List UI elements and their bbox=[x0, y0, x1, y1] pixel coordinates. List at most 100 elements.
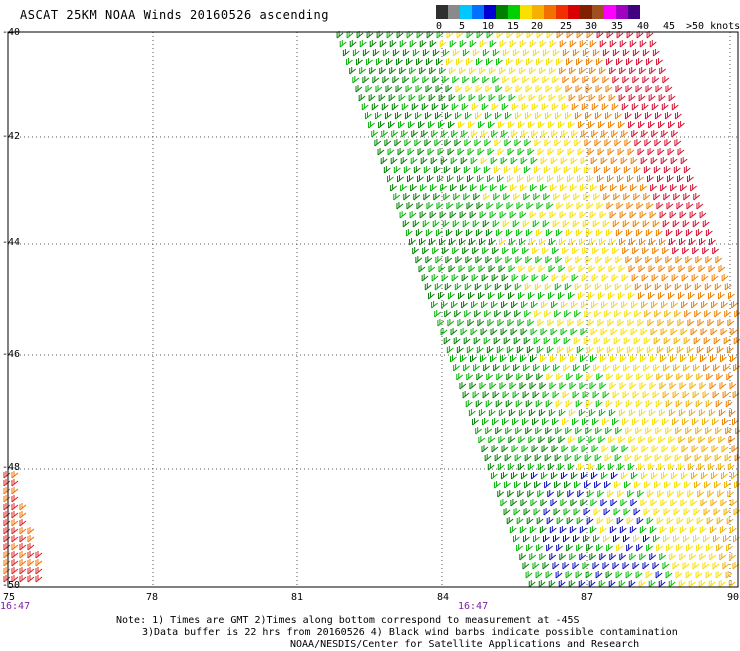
wind-barb bbox=[690, 355, 697, 363]
wind-barb bbox=[539, 526, 547, 534]
wind-barb bbox=[620, 472, 628, 480]
wind-barb bbox=[388, 121, 395, 129]
wind-barb bbox=[610, 328, 618, 336]
wind-barb bbox=[669, 211, 677, 219]
wind-barb bbox=[695, 256, 703, 264]
wind-barb bbox=[629, 40, 637, 48]
wind-barb bbox=[508, 121, 515, 129]
legend-label: 0 bbox=[436, 21, 443, 32]
wind-barb bbox=[595, 427, 603, 435]
wind-barb bbox=[713, 535, 720, 543]
wind-barb bbox=[525, 229, 533, 237]
wind-barb bbox=[657, 319, 665, 327]
wind-barb bbox=[19, 503, 27, 511]
legend-swatch bbox=[556, 5, 568, 19]
wind-barb bbox=[683, 535, 690, 543]
wind-barb bbox=[641, 103, 649, 111]
wind-barb bbox=[536, 346, 544, 354]
wind-barb bbox=[493, 337, 501, 345]
wind-barb bbox=[711, 301, 718, 309]
wind-barb bbox=[725, 400, 733, 408]
wind-barb bbox=[660, 499, 668, 507]
lon-label: 75 bbox=[3, 592, 16, 603]
wind-barb bbox=[631, 103, 639, 111]
wind-barb bbox=[647, 463, 655, 471]
wind-barb bbox=[349, 40, 357, 48]
wind-barb bbox=[723, 535, 730, 543]
legend-swatch bbox=[568, 5, 580, 19]
wind-barb bbox=[561, 274, 569, 282]
wind-barb bbox=[603, 508, 611, 516]
wind-barb bbox=[662, 247, 670, 255]
wind-barb bbox=[559, 526, 567, 534]
wind-barb bbox=[454, 112, 462, 120]
wind-barb bbox=[19, 559, 27, 567]
wind-barb bbox=[11, 479, 19, 487]
wind-barb bbox=[448, 94, 456, 102]
wind-barb bbox=[477, 148, 485, 156]
wind-barb bbox=[482, 247, 490, 255]
wind-barb bbox=[588, 436, 596, 444]
wind-barb bbox=[611, 301, 618, 309]
wind-barb bbox=[500, 355, 507, 363]
wind-barb bbox=[552, 49, 560, 57]
wind-barb bbox=[421, 274, 429, 282]
wind-barb bbox=[728, 409, 736, 417]
wind-barb bbox=[639, 526, 647, 534]
wind-barb bbox=[392, 76, 400, 84]
wind-barb bbox=[522, 562, 530, 570]
wind-barb bbox=[453, 193, 461, 201]
wind-barb bbox=[494, 112, 502, 120]
wind-barb bbox=[576, 58, 583, 66]
wind-barb bbox=[515, 256, 523, 264]
wind-barb bbox=[379, 67, 387, 75]
wind-barb bbox=[629, 382, 637, 390]
wind-barb bbox=[520, 328, 528, 336]
wind-barb bbox=[552, 562, 560, 570]
wind-barb bbox=[390, 184, 397, 192]
wind-barb bbox=[362, 76, 370, 84]
wind-barb bbox=[500, 499, 508, 507]
wind-barb bbox=[640, 499, 648, 507]
wind-barb bbox=[527, 463, 535, 471]
wind-barb bbox=[596, 58, 603, 66]
wind-barb bbox=[624, 139, 632, 147]
wind-barb bbox=[556, 517, 564, 525]
wind-barb bbox=[699, 526, 707, 534]
wind-barb bbox=[528, 121, 535, 129]
wind-barb bbox=[393, 166, 401, 174]
wind-barb bbox=[664, 310, 672, 318]
wind-barb bbox=[580, 157, 588, 165]
wind-barb bbox=[589, 67, 597, 75]
lat-lon-grid bbox=[7, 31, 738, 588]
wind-barb bbox=[501, 103, 509, 111]
wind-barb bbox=[692, 247, 700, 255]
wind-barb bbox=[620, 355, 627, 363]
wind-barb bbox=[514, 310, 522, 318]
wind-barb bbox=[606, 373, 614, 381]
wind-barb bbox=[692, 562, 700, 570]
wind-barb bbox=[593, 193, 601, 201]
wind-barb bbox=[635, 400, 643, 408]
wind-barb bbox=[583, 535, 590, 543]
wind-barb bbox=[610, 157, 618, 165]
wind-barb bbox=[705, 229, 713, 237]
wind-barb bbox=[547, 319, 555, 327]
wind-barb bbox=[455, 85, 463, 93]
wind-barb bbox=[480, 355, 487, 363]
wind-barb bbox=[473, 337, 481, 345]
wind-barb bbox=[588, 121, 595, 129]
wind-barb bbox=[526, 544, 533, 552]
wind-barb bbox=[721, 445, 729, 453]
wind-barb bbox=[505, 256, 513, 264]
wind-barb bbox=[411, 130, 419, 138]
wind-barb bbox=[600, 184, 607, 192]
wind-barb bbox=[665, 256, 673, 264]
wind-barb bbox=[634, 112, 642, 120]
wind-barb bbox=[453, 166, 461, 174]
wind-barb bbox=[616, 544, 623, 552]
wind-barb bbox=[596, 517, 604, 525]
wind-barb bbox=[695, 427, 703, 435]
wind-barb bbox=[620, 328, 628, 336]
wind-barb bbox=[470, 157, 478, 165]
